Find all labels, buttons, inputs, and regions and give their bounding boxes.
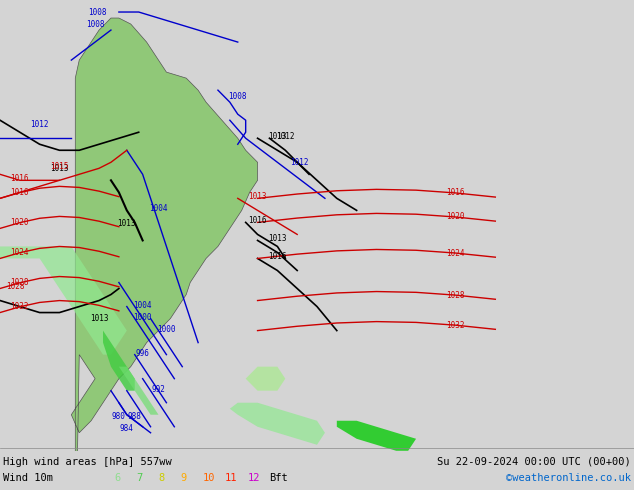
Text: 1020: 1020 — [11, 218, 29, 227]
Text: ©weatheronline.co.uk: ©weatheronline.co.uk — [506, 473, 631, 483]
Text: 10: 10 — [203, 473, 216, 483]
Text: Wind 10m: Wind 10m — [3, 473, 53, 483]
Text: 1015: 1015 — [50, 162, 68, 171]
Text: 1024: 1024 — [446, 248, 465, 258]
Text: 996: 996 — [136, 348, 150, 358]
Text: 1016: 1016 — [11, 174, 29, 183]
Polygon shape — [0, 246, 127, 355]
Text: 9: 9 — [181, 473, 187, 483]
Text: 1013: 1013 — [90, 314, 108, 323]
Polygon shape — [337, 421, 416, 451]
Text: 1000: 1000 — [133, 313, 152, 321]
Text: 1013: 1013 — [268, 234, 287, 244]
Text: 988: 988 — [128, 412, 141, 421]
Text: 1000: 1000 — [157, 324, 176, 334]
Text: 1016: 1016 — [268, 252, 287, 262]
Text: 992: 992 — [152, 385, 165, 393]
Text: 1008: 1008 — [87, 7, 107, 17]
Polygon shape — [71, 18, 257, 490]
Text: 1028: 1028 — [446, 291, 465, 300]
Text: 1004: 1004 — [133, 300, 152, 310]
Polygon shape — [0, 0, 634, 451]
Text: 11: 11 — [225, 473, 238, 483]
Text: 1032: 1032 — [11, 302, 29, 311]
Text: 1012: 1012 — [290, 158, 309, 167]
Text: 1008: 1008 — [228, 92, 247, 100]
Text: 1013: 1013 — [117, 220, 136, 228]
Text: 1008: 1008 — [86, 20, 105, 28]
Text: 1032: 1032 — [446, 320, 465, 330]
Text: 1024: 1024 — [11, 248, 29, 257]
Polygon shape — [119, 367, 158, 415]
Polygon shape — [103, 331, 134, 391]
Text: Su 22-09-2024 00:00 UTC (00+00): Su 22-09-2024 00:00 UTC (00+00) — [437, 457, 631, 467]
Text: 1013: 1013 — [50, 164, 68, 173]
Text: 1028: 1028 — [6, 282, 25, 291]
Text: High wind areas [hPa] 557ww: High wind areas [hPa] 557ww — [3, 457, 172, 467]
Text: 1020: 1020 — [446, 213, 465, 221]
Text: Bft: Bft — [269, 473, 288, 483]
Text: 1028: 1028 — [11, 278, 29, 287]
Text: 1012: 1012 — [276, 132, 295, 141]
Text: 8: 8 — [158, 473, 165, 483]
Text: 984: 984 — [120, 424, 134, 433]
Text: 1013: 1013 — [268, 132, 287, 141]
Text: 7: 7 — [136, 473, 143, 483]
Text: 1013: 1013 — [249, 193, 267, 201]
Text: 1012: 1012 — [30, 120, 49, 129]
Text: 1016: 1016 — [446, 189, 465, 197]
Text: 12: 12 — [247, 473, 260, 483]
Text: 1016: 1016 — [11, 188, 29, 197]
Text: 980: 980 — [112, 412, 126, 421]
Polygon shape — [230, 403, 325, 445]
Text: 1004: 1004 — [149, 204, 168, 213]
Text: 1016: 1016 — [249, 217, 267, 225]
Text: 6: 6 — [114, 473, 120, 483]
Polygon shape — [246, 367, 285, 391]
